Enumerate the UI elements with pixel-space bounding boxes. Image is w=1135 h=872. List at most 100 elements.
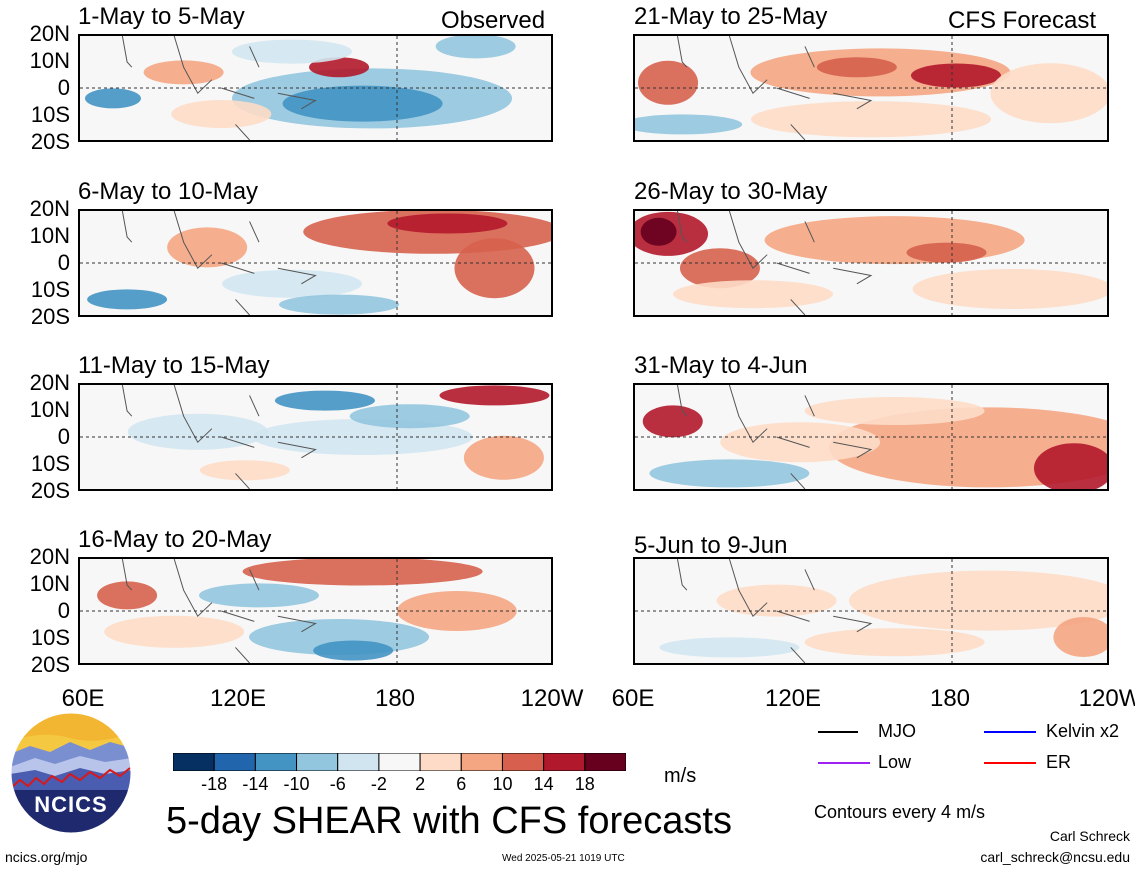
coastline bbox=[121, 36, 317, 140]
shear-map-fc-3 bbox=[633, 383, 1109, 491]
shear-field bbox=[635, 36, 1107, 140]
ncics-logo-graphic bbox=[10, 712, 132, 834]
shear-blob bbox=[454, 238, 535, 299]
shear-map-obs-3 bbox=[78, 383, 553, 491]
legend-line-low bbox=[818, 762, 870, 764]
shear-blob bbox=[1033, 443, 1107, 489]
shear-blob bbox=[309, 57, 370, 78]
colorbar-tick-label: 18 bbox=[574, 774, 595, 794]
shear-blob bbox=[279, 294, 400, 315]
shear-blob bbox=[396, 591, 517, 631]
shear-blob bbox=[171, 100, 272, 128]
shear-blob bbox=[274, 390, 375, 411]
lat-label-row3-3: 10S bbox=[30, 625, 70, 650]
colorbar-swatch bbox=[584, 752, 627, 772]
shear-blob bbox=[635, 114, 743, 135]
lat-label-row2-0: 20N bbox=[29, 370, 70, 395]
lat-label-row1-4: 20S bbox=[30, 304, 70, 329]
main-title: 5-day SHEAR with CFS forecasts bbox=[166, 800, 732, 842]
lat-label-row1-2: 0 bbox=[57, 250, 70, 275]
shear-map-obs-4 bbox=[78, 557, 553, 665]
colorbar-swatch bbox=[254, 752, 298, 772]
shear-map-fc-2 bbox=[633, 209, 1109, 317]
shear-map-fc-1 bbox=[633, 34, 1109, 142]
shear-blob bbox=[199, 460, 290, 481]
colorbar-swatch bbox=[460, 752, 503, 772]
shear-blob bbox=[804, 628, 985, 657]
colorbar-swatch bbox=[337, 752, 380, 772]
shear-field bbox=[80, 385, 551, 489]
panel-title-obs-3: 11-May to 15-May bbox=[78, 352, 270, 379]
shear-blob bbox=[127, 413, 268, 450]
shear-blob bbox=[242, 559, 483, 586]
logo-text: NCICS bbox=[34, 792, 108, 817]
lat-label-row1-3: 10S bbox=[30, 277, 70, 302]
coastline bbox=[121, 559, 317, 663]
colorbar bbox=[172, 752, 627, 772]
colorbar-swatch bbox=[296, 752, 339, 772]
coastline bbox=[676, 36, 873, 140]
shear-blob bbox=[282, 85, 443, 122]
shear-blob bbox=[910, 63, 1001, 88]
colorbar-swatch bbox=[543, 752, 586, 772]
shear-field bbox=[80, 211, 551, 315]
lon-label-60e-right: 60E bbox=[611, 685, 655, 712]
colorbar-swatch bbox=[172, 752, 215, 772]
shear-blob bbox=[679, 248, 760, 289]
legend-line-mjo bbox=[818, 731, 858, 733]
coastline bbox=[676, 211, 873, 315]
panel-title-fc-1: 21-May to 25-May bbox=[634, 3, 828, 30]
shear-blob bbox=[912, 269, 1107, 309]
legend-line-er bbox=[984, 762, 1036, 764]
footer-email[interactable]: carl_schreck@ncsu.edu bbox=[980, 849, 1130, 865]
lat-label-row3-0: 20N bbox=[29, 544, 70, 569]
footer-url[interactable]: ncics.org/mjo bbox=[5, 849, 88, 865]
shear-field bbox=[80, 36, 551, 140]
shear-blob bbox=[198, 583, 319, 608]
shear-blob bbox=[849, 570, 1107, 631]
observed-label: Observed bbox=[441, 7, 546, 34]
forecast-label: CFS Forecast bbox=[948, 7, 1097, 34]
shear-blob bbox=[649, 459, 810, 488]
shear-field bbox=[635, 211, 1107, 315]
lat-label-row2-3: 10S bbox=[30, 451, 70, 476]
shear-blob bbox=[231, 39, 352, 64]
shear-blob bbox=[313, 640, 394, 661]
ncics-logo: NCICS bbox=[10, 712, 132, 834]
shear-map-obs-2 bbox=[78, 209, 553, 317]
shear-field bbox=[635, 559, 1107, 663]
legend-line-kelvin bbox=[984, 731, 1036, 733]
shear-field bbox=[635, 385, 1107, 489]
lon-label-120w-right: 120W bbox=[1078, 685, 1135, 712]
shear-blob bbox=[97, 581, 158, 610]
shear-blob bbox=[751, 101, 991, 138]
legend-label-low: Low bbox=[878, 752, 912, 772]
contours-note: Contours every 4 m/s bbox=[814, 802, 986, 822]
shear-blob bbox=[804, 397, 985, 425]
shear-blob bbox=[673, 280, 833, 309]
lat-label-row0-0: 20N bbox=[29, 21, 70, 46]
lon-label-60e-left: 60E bbox=[61, 685, 105, 712]
panel-title-obs-4: 16-May to 20-May bbox=[78, 526, 272, 553]
shear-blob bbox=[221, 269, 362, 298]
shear-blob bbox=[638, 60, 699, 105]
shear-blob bbox=[435, 36, 516, 59]
coastline bbox=[121, 385, 317, 489]
shear-blob bbox=[720, 422, 881, 463]
colorbar-tick-label: -6 bbox=[329, 774, 346, 794]
colorbar-tick-label: 14 bbox=[533, 774, 554, 794]
shear-blob bbox=[640, 217, 677, 246]
shear-map-obs-1 bbox=[78, 34, 553, 142]
coastline bbox=[676, 559, 873, 663]
colorbar-units: m/s bbox=[664, 765, 697, 787]
shear-blob bbox=[84, 88, 141, 109]
colorbar-tick-label: 10 bbox=[492, 774, 513, 794]
lon-label-180-left: 180 bbox=[374, 685, 416, 712]
shear-blob bbox=[642, 405, 703, 438]
lat-label-row0-3: 10S bbox=[30, 102, 70, 127]
colorbar-tick-label: 2 bbox=[415, 774, 426, 794]
shear-blob bbox=[816, 57, 897, 78]
legend-label-kelvin: Kelvin x2 bbox=[1046, 721, 1120, 741]
coastline bbox=[121, 211, 317, 315]
shear-field bbox=[80, 559, 551, 663]
